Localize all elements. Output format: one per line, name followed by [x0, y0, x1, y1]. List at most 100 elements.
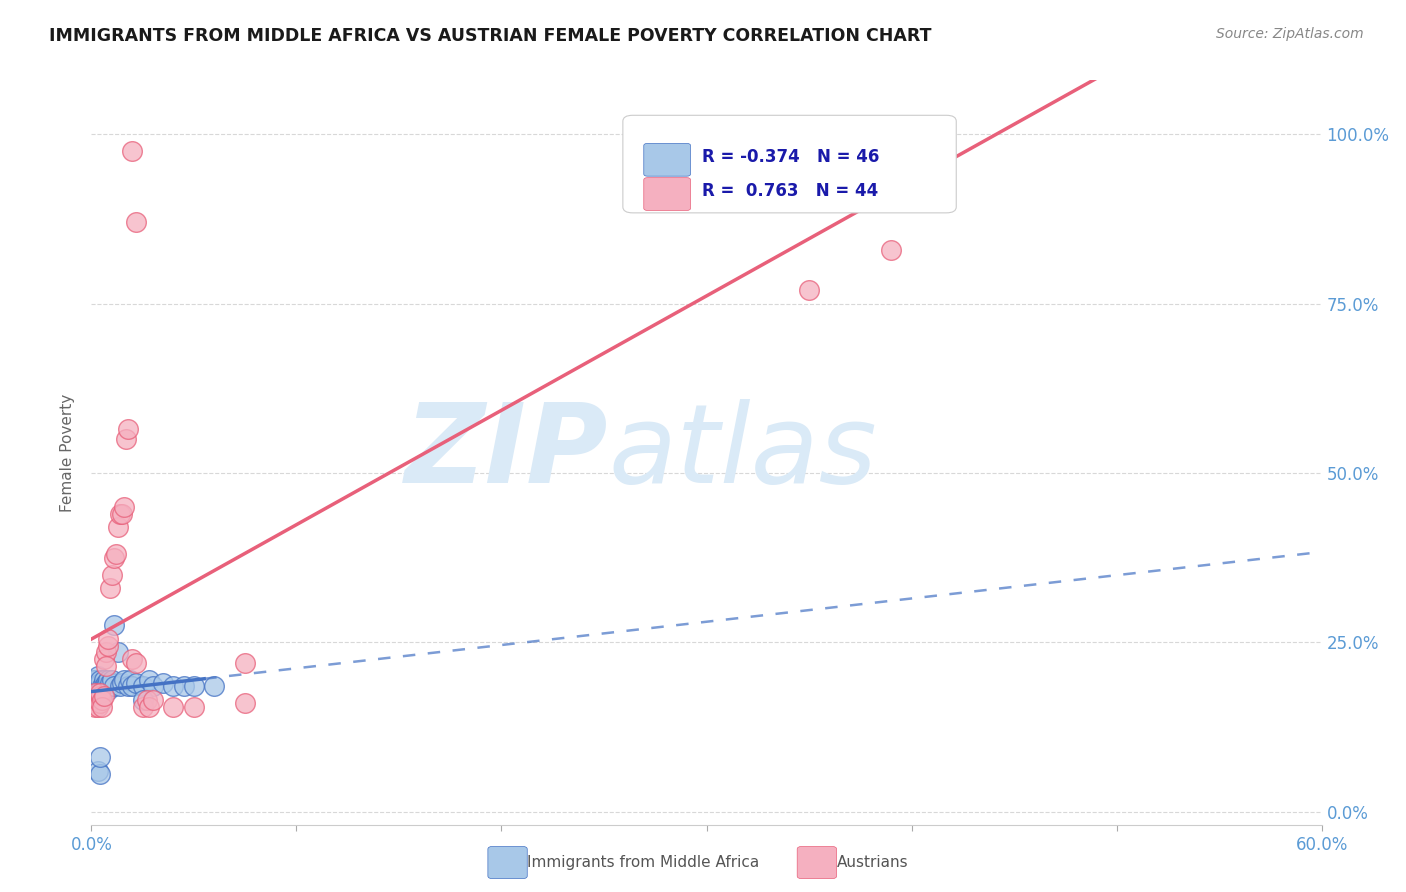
Point [125, 676, 148, 690]
Point [93, 679, 115, 693]
Point [86, 669, 108, 683]
Point [90, 686, 112, 700]
Point [84, 673, 107, 687]
Point [103, 679, 125, 693]
FancyBboxPatch shape [644, 178, 690, 211]
Point [97, 632, 120, 646]
Point [86, 699, 108, 714]
Point [93, 673, 115, 687]
Point [101, 567, 124, 582]
Point [162, 699, 184, 714]
FancyBboxPatch shape [644, 144, 690, 177]
Point [93, 652, 115, 666]
Y-axis label: Female Poverty: Female Poverty [60, 393, 76, 512]
Point [84, 679, 107, 693]
Text: IMMIGRANTS FROM MIDDLE AFRICA VS AUSTRIAN FEMALE POVERTY CORRELATION CHART: IMMIGRANTS FROM MIDDLE AFRICA VS AUSTRIA… [49, 27, 932, 45]
Point [233, 696, 256, 710]
Point [89, 686, 111, 700]
Point [107, 645, 129, 659]
Point [84, 699, 107, 714]
Point [233, 656, 256, 670]
Point [94, 645, 117, 659]
Point [103, 618, 125, 632]
Point [131, 693, 153, 707]
Point [89, 750, 111, 764]
Point [98, 581, 121, 595]
Point [97, 673, 120, 687]
Point [98, 679, 121, 693]
Point [94, 659, 117, 673]
Point [173, 679, 195, 693]
Point [90, 679, 112, 693]
Point [94, 676, 117, 690]
Text: Immigrants from Middle Africa: Immigrants from Middle Africa [527, 855, 759, 870]
Point [94, 679, 117, 693]
Point [849, 128, 872, 142]
Point [121, 145, 143, 159]
Text: Austrians: Austrians [837, 855, 908, 870]
Point [115, 432, 138, 446]
Point [89, 676, 111, 690]
Point [183, 699, 205, 714]
Point [162, 679, 184, 693]
Point [131, 699, 153, 714]
Point [152, 676, 174, 690]
Point [107, 520, 129, 534]
Point [90, 699, 112, 714]
Point [103, 550, 125, 565]
Point [93, 690, 115, 704]
Text: atlas: atlas [607, 400, 877, 506]
Point [89, 690, 111, 704]
Point [138, 699, 160, 714]
Point [98, 676, 121, 690]
Point [121, 679, 143, 693]
Point [84, 686, 107, 700]
Point [89, 696, 111, 710]
Point [111, 676, 134, 690]
Point [90, 693, 112, 707]
Point [84, 693, 107, 707]
Point [108, 507, 131, 521]
Point [89, 682, 111, 697]
Text: ZIP: ZIP [405, 400, 607, 506]
Point [131, 679, 153, 693]
Point [86, 693, 108, 707]
Point [112, 673, 135, 687]
Point [86, 679, 108, 693]
Point [82, 673, 104, 687]
Point [84, 676, 107, 690]
Point [869, 128, 891, 142]
Point [880, 243, 903, 257]
Point [89, 673, 111, 687]
Point [101, 673, 124, 687]
Point [86, 764, 108, 778]
Point [138, 673, 160, 687]
Point [120, 673, 142, 687]
Point [125, 656, 148, 670]
Point [202, 679, 225, 693]
Text: Source: ZipAtlas.com: Source: ZipAtlas.com [1216, 27, 1364, 41]
Point [82, 690, 104, 704]
Point [125, 215, 148, 229]
Text: R = -0.374   N = 46: R = -0.374 N = 46 [702, 148, 879, 166]
Point [105, 547, 127, 561]
Point [97, 639, 120, 653]
Point [82, 696, 104, 710]
Point [84, 686, 107, 700]
Point [142, 693, 165, 707]
Point [117, 679, 139, 693]
Point [82, 679, 104, 693]
Point [135, 693, 157, 707]
Point [111, 507, 134, 521]
Point [86, 686, 108, 700]
Point [142, 679, 165, 693]
Point [112, 500, 135, 514]
Point [89, 767, 111, 781]
Point [108, 679, 131, 693]
Point [183, 679, 205, 693]
Point [117, 422, 139, 436]
FancyBboxPatch shape [623, 115, 956, 213]
Point [82, 682, 104, 697]
Point [97, 682, 120, 697]
Point [121, 652, 143, 666]
